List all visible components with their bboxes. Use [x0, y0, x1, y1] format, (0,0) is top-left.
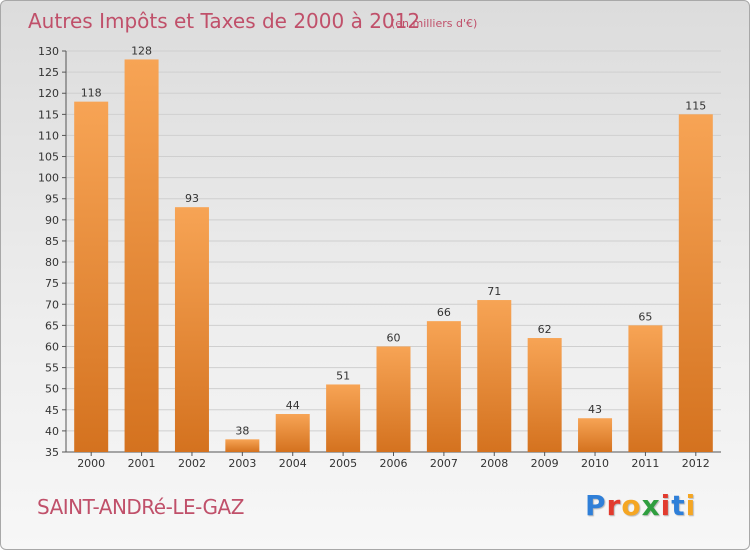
x-tick-label: 2011	[631, 457, 659, 470]
y-tick-label: 110	[38, 129, 59, 142]
y-tick-label: 125	[38, 66, 59, 79]
y-tick-label: 80	[45, 256, 59, 269]
x-tick-label: 2005	[329, 457, 357, 470]
bar-value-label: 38	[235, 424, 249, 437]
x-tick-label: 2010	[581, 457, 609, 470]
y-tick-label: 75	[45, 277, 59, 290]
bar-value-label: 71	[487, 285, 501, 298]
proxiti-logo[interactable]: Proxiti	[585, 489, 696, 522]
y-tick-label: 120	[38, 87, 59, 100]
bar	[275, 414, 310, 452]
bar-value-label: 62	[538, 323, 552, 336]
y-tick-label: 115	[38, 108, 59, 121]
logo-letter: i	[685, 489, 697, 522]
bar	[578, 418, 613, 452]
logo-letter: r	[606, 489, 622, 522]
y-tick-label: 35	[45, 446, 59, 459]
bar-value-label: 66	[437, 306, 451, 319]
bar-value-label: 43	[588, 403, 602, 416]
y-tick-label: 130	[38, 45, 59, 58]
y-tick-label: 90	[45, 214, 59, 227]
x-tick-label: 2009	[531, 457, 559, 470]
y-tick-label: 95	[45, 193, 59, 206]
x-tick-label: 2004	[279, 457, 307, 470]
y-tick-label: 60	[45, 340, 59, 353]
logo-letter: x	[641, 489, 661, 522]
logo-letter: o	[621, 489, 642, 522]
chart-subtitle: (en milliers d'€)	[391, 17, 478, 30]
y-tick-label: 55	[45, 362, 59, 375]
bar	[174, 207, 209, 452]
x-tick-label: 2012	[682, 457, 710, 470]
bar	[74, 101, 109, 452]
x-tick-label: 2007	[430, 457, 458, 470]
bar	[326, 384, 361, 452]
x-tick-label: 2001	[128, 457, 156, 470]
x-tick-label: 2003	[228, 457, 256, 470]
y-tick-label: 105	[38, 151, 59, 164]
bar	[628, 325, 663, 452]
bar	[426, 321, 461, 452]
bar	[225, 439, 260, 452]
place-name: SAINT-ANDRé-LE-GAZ	[37, 495, 244, 519]
logo-letter: t	[671, 489, 686, 522]
bar-value-label: 93	[185, 192, 199, 205]
bars	[74, 59, 713, 452]
bar-value-label: 128	[131, 44, 152, 57]
bar	[527, 338, 562, 452]
bar	[477, 300, 512, 452]
y-tick-label: 50	[45, 383, 59, 396]
y-tick-label: 70	[45, 298, 59, 311]
bar-value-label: 51	[336, 369, 350, 382]
y-tick-label: 100	[38, 172, 59, 185]
bar-value-label: 115	[685, 99, 706, 112]
x-tick-label: 2000	[77, 457, 105, 470]
y-tick-label: 85	[45, 235, 59, 248]
bar	[376, 346, 411, 452]
x-tick-label: 2008	[480, 457, 508, 470]
y-tick-label: 65	[45, 319, 59, 332]
y-tick-label: 40	[45, 425, 59, 438]
x-tick-label: 2002	[178, 457, 206, 470]
logo-letter: P	[585, 489, 607, 522]
chart-title: Autres Impôts et Taxes de 2000 à 2012	[28, 9, 421, 33]
bar-value-label: 60	[387, 331, 401, 344]
data-labels: 118 128 93 38 44 51 60 66 71 62 43 65 115	[81, 44, 707, 437]
logo-letter: i	[660, 489, 672, 522]
bar-value-label: 65	[638, 310, 652, 323]
x-tick-label: 2006	[380, 457, 408, 470]
bar	[678, 114, 713, 452]
bar	[124, 59, 159, 452]
bar-value-label: 44	[286, 399, 300, 412]
bar-value-label: 118	[81, 87, 102, 100]
y-tick-label: 45	[45, 404, 59, 417]
